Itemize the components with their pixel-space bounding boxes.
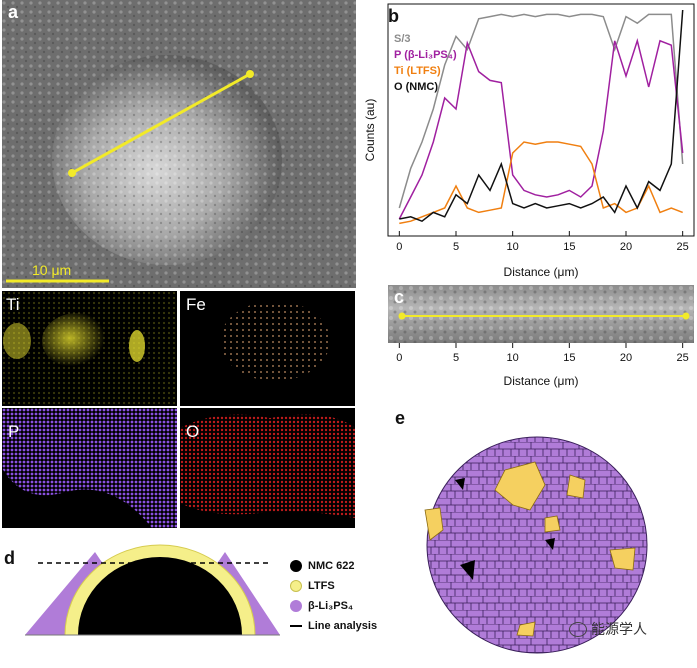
legend-item-lps: β-Li₃PS₄ [290, 596, 377, 616]
linescan-tick-label: 5 [453, 352, 459, 364]
ltfs-swatch-icon [290, 580, 302, 592]
series-line-3 [399, 9, 684, 223]
y-axis-title: Counts (au) [363, 99, 377, 162]
x-tick-label: 0 [396, 241, 402, 253]
schematic-panel: d NMC 622 LTFS β-Li₃PS₄ Line analysis [0, 530, 380, 668]
panel-letter-d: d [4, 548, 15, 568]
linescan-x-axis-title: Distance (μm) [504, 374, 579, 388]
legend-item-ltfs: LTFS [290, 576, 377, 596]
linescan-tick-label: 15 [563, 352, 575, 364]
dashed-line-icon [290, 625, 302, 627]
series-line-1 [398, 38, 684, 220]
legend-label-ltfs: LTFS [308, 580, 335, 592]
x-axis-title: Distance (μm) [504, 265, 579, 279]
x-tick-label: 25 [677, 241, 689, 253]
linescan-tick-label: 10 [507, 352, 519, 364]
panel-letter-e: e [395, 408, 406, 428]
series-line-0 [398, 13, 684, 209]
scale-bar-label: 10 μm [32, 262, 72, 278]
series-line-2 [399, 141, 683, 225]
schematic-legend: NMC 622 LTFS β-Li₃PS₄ Line analysis [290, 556, 377, 636]
linescan-image: c [388, 285, 694, 343]
panel-letter-c: c [394, 287, 405, 307]
panel-letter-a: a [8, 2, 19, 22]
line-profile-chart: Counts (au) Distance (μm) 0 5 10 15 20 25 S/3… [363, 3, 695, 279]
sem-image-panel: a 10 μm [2, 0, 356, 288]
legend-label-1: P (β-Li₃PS₄) [394, 49, 457, 61]
legend-label-0: S/3 [394, 33, 411, 45]
linescan-tick-label: 25 [677, 352, 689, 364]
legend-label-line: Line analysis [308, 620, 378, 632]
map-label-ti: Ti [6, 295, 20, 314]
sem-image [2, 0, 356, 288]
legend-label-nmc: NMC 622 [308, 560, 355, 572]
x-tick-label: 10 [507, 241, 519, 253]
linescan-tick-label: 20 [620, 352, 632, 364]
legend-label-3: O (NMC) [394, 81, 438, 93]
panel-letter-b: b [388, 6, 399, 26]
plot-frame [387, 3, 695, 237]
watermark-text: 能源学人 [591, 622, 647, 638]
map-label-p: P [8, 422, 20, 441]
particle-model [424, 436, 648, 654]
legend-item-nmc: NMC 622 [290, 556, 377, 576]
cross-section-schematic [25, 544, 280, 636]
linescan-strip-panel: c 0 5 10 15 20 25 Distance (μm) [358, 285, 697, 390]
map-label-o: O [186, 422, 200, 441]
line-profile-panel: Counts (au) Distance (μm) 0 5 10 15 20 25 S/3… [358, 0, 697, 285]
watermark: 能源学人 [569, 619, 647, 639]
element-map-ti: Ti [2, 291, 177, 406]
x-tick-label: 15 [563, 241, 575, 253]
x-tick-label: 5 [453, 241, 459, 253]
linescan-tick-label: 0 [396, 352, 402, 364]
x-tick-label: 20 [620, 241, 632, 253]
element-map-o: O [180, 408, 355, 528]
nmc-swatch-icon [290, 560, 302, 572]
lps-swatch-icon [290, 600, 302, 612]
line-scan [71, 72, 251, 175]
legend-label-2: Ti (LTFS) [394, 65, 441, 77]
element-map-fe: Fe [180, 291, 355, 406]
wechat-icon [569, 621, 587, 637]
map-label-fe: Fe [186, 295, 206, 314]
legend-item-line: Line analysis [290, 616, 377, 636]
linescan-axis: 0 5 10 15 20 25 Distance (μm) [396, 343, 689, 388]
element-map-p: P [2, 408, 177, 528]
particle-model-panel: e 能源学人 [395, 400, 697, 668]
legend-label-lps: β-Li₃PS₄ [308, 600, 354, 612]
